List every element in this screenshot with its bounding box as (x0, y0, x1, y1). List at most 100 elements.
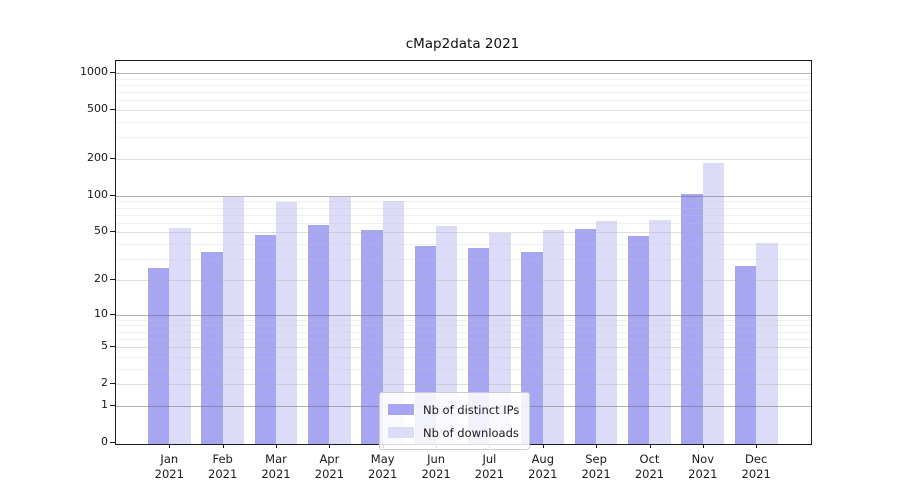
gridline-4 (116, 356, 811, 358)
bar-downloads-jan (169, 228, 191, 444)
gridline-80 (116, 207, 811, 209)
legend-swatch-distinct-ips-icon (388, 404, 414, 415)
bar-downloads-jul (489, 233, 511, 444)
x-tick-label-jan: Jan 2021 (154, 452, 184, 481)
x-tick-label-oct: Oct 2021 (634, 452, 665, 481)
gridline-600 (116, 100, 811, 102)
y-tick-mark-20 (110, 278, 115, 280)
gridline-40 (116, 244, 811, 246)
gridline-100 (116, 195, 811, 197)
y-tick-mark-200 (110, 157, 115, 159)
bar-downloads-oct (649, 220, 671, 444)
gridline-200 (116, 158, 811, 160)
gridline-300 (116, 137, 811, 139)
x-tick-label-mar: Mar 2021 (261, 452, 291, 481)
bar-downloads-sep (596, 221, 618, 444)
bar-distinct-ips-jan (147, 267, 170, 444)
x-tick-mark-apr (329, 444, 331, 448)
gridline-2 (116, 384, 811, 386)
gridline-500 (116, 110, 811, 111)
bar-downloads-aug (542, 230, 565, 444)
x-tick-mark-feb (222, 444, 224, 448)
legend: Nb of distinct IPs Nb of downloads (379, 392, 531, 450)
y-tick-mark-50 (110, 231, 115, 233)
gridline-70 (116, 214, 811, 216)
legend-item-downloads: Nb of downloads (388, 421, 519, 444)
y-tick-mark-0 (110, 442, 115, 443)
bar-distinct-ips-dec (734, 265, 757, 444)
bar-downloads-may (382, 201, 405, 444)
bar-distinct-ips-may (361, 230, 383, 444)
y-tick-label-1: 1 (101, 397, 108, 411)
x-tick-mark-dec (756, 444, 758, 448)
x-tick-label-dec: Dec 2021 (741, 452, 771, 481)
chart-title: cMap2data 2021 (405, 36, 520, 52)
y-tick-label-50: 50 (94, 224, 108, 238)
y-tick-mark-2 (110, 383, 115, 385)
gridline-50 (116, 232, 811, 234)
bar-distinct-ips-oct (628, 235, 650, 444)
x-tick-label-nov: Nov 2021 (688, 452, 718, 481)
y-tick-label-20: 20 (94, 271, 108, 285)
gridline-1000 (116, 72, 811, 74)
bar-distinct-ips-sep (574, 229, 597, 444)
x-tick-label-may: May 2021 (368, 452, 398, 481)
x-tick-label-jun: Jun 2021 (421, 452, 451, 481)
y-tick-mark-500 (110, 109, 115, 110)
y-tick-mark-5 (110, 346, 115, 347)
y-tick-label-500: 500 (87, 102, 108, 116)
gridline-400 (116, 121, 811, 123)
y-tick-label-10: 10 (94, 306, 108, 320)
bar-downloads-feb (222, 197, 245, 444)
x-tick-label-jul: Jul 2021 (474, 452, 505, 481)
x-tick-label-apr: Apr 2021 (314, 452, 345, 481)
gridline-7 (116, 331, 811, 333)
y-tick-label-5: 5 (101, 339, 108, 353)
legend-label-distinct-ips: Nb of distinct IPs (423, 402, 520, 417)
x-tick-label-feb: Feb 2021 (208, 452, 238, 481)
x-tick-mark-oct (649, 444, 651, 448)
gridline-60 (116, 222, 811, 224)
gridline-90 (116, 201, 811, 203)
x-tick-label-aug: Aug 2021 (528, 452, 558, 481)
bar-downloads-jun (436, 225, 458, 444)
x-tick-mark-aug (542, 444, 544, 448)
plot-area: Nb of distinct IPs Nb of downloads (115, 60, 812, 450)
y-tick-label-1000: 1000 (80, 64, 108, 78)
gridline-700 (116, 92, 811, 93)
x-tick-mark-nov (702, 444, 704, 448)
y-tick-mark-100 (110, 194, 115, 196)
y-tick-label-100: 100 (87, 187, 108, 201)
gridline-10 (116, 314, 811, 316)
legend-label-downloads: Nb of downloads (423, 425, 519, 440)
bar-distinct-ips-nov (681, 194, 703, 444)
bar-downloads-apr (329, 196, 351, 444)
gridline-30 (116, 259, 811, 261)
bar-distinct-ips-apr (307, 224, 330, 444)
y-tick-mark-1 (110, 404, 115, 406)
bar-downloads-dec (756, 242, 778, 444)
y-tick-mark-10 (110, 313, 115, 315)
gridline-3 (116, 368, 811, 370)
x-tick-mark-jan (169, 444, 171, 448)
legend-item-distinct-ips: Nb of distinct IPs (388, 398, 519, 421)
bar-distinct-ips-feb (201, 252, 223, 444)
y-tick-label-0: 0 (101, 435, 108, 448)
gridline-20 (116, 279, 811, 281)
legend-swatch-downloads-icon (388, 427, 414, 438)
gridline-5 (116, 347, 811, 348)
bar-downloads-nov (702, 162, 725, 444)
y-tick-label-200: 200 (87, 150, 108, 164)
bar-downloads-mar (276, 202, 298, 444)
gridline-8 (116, 325, 811, 327)
y-tick-label-2: 2 (101, 376, 108, 390)
gridline-9 (116, 319, 811, 321)
x-tick-mark-sep (596, 444, 598, 448)
gridline-6 (116, 338, 811, 340)
x-tick-label-sep: Sep 2021 (581, 452, 611, 481)
x-tick-mark-mar (276, 444, 277, 448)
bar-distinct-ips-mar (254, 234, 276, 444)
y-tick-mark-1000 (110, 71, 115, 73)
gridline-900 (116, 78, 811, 80)
